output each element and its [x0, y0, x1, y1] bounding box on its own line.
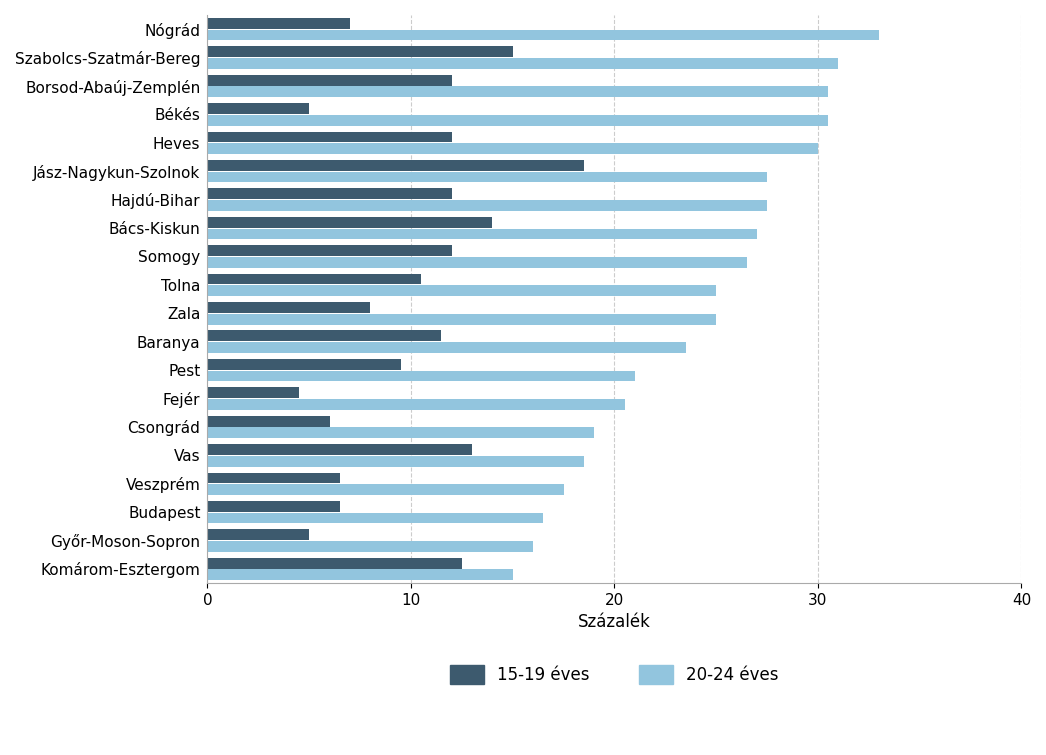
- Bar: [207, 160, 584, 171]
- Bar: [207, 58, 838, 69]
- Bar: [207, 416, 329, 427]
- Bar: [207, 273, 422, 285]
- Bar: [207, 285, 717, 296]
- Bar: [207, 473, 340, 483]
- Bar: [207, 200, 767, 211]
- X-axis label: Százalék: Százalék: [578, 614, 651, 631]
- Bar: [207, 529, 310, 540]
- Bar: [207, 18, 349, 29]
- Bar: [207, 189, 452, 199]
- Bar: [207, 314, 717, 325]
- Bar: [207, 171, 767, 183]
- Bar: [207, 371, 635, 381]
- Bar: [207, 541, 533, 552]
- Legend: 15-19 éves, 20-24 éves: 15-19 éves, 20-24 éves: [434, 649, 795, 701]
- Bar: [207, 399, 624, 410]
- Bar: [207, 143, 818, 154]
- Bar: [207, 387, 299, 398]
- Bar: [207, 46, 513, 57]
- Bar: [207, 513, 543, 523]
- Bar: [207, 302, 370, 313]
- Bar: [207, 229, 757, 239]
- Bar: [207, 427, 594, 438]
- Bar: [207, 245, 452, 256]
- Bar: [207, 456, 584, 467]
- Bar: [207, 115, 828, 125]
- Bar: [207, 217, 493, 228]
- Bar: [207, 29, 879, 41]
- Bar: [207, 342, 685, 353]
- Bar: [207, 484, 564, 495]
- Bar: [207, 569, 513, 580]
- Bar: [207, 103, 310, 114]
- Bar: [207, 257, 747, 268]
- Bar: [207, 75, 452, 85]
- Bar: [207, 87, 828, 97]
- Bar: [207, 444, 472, 455]
- Bar: [207, 501, 340, 512]
- Bar: [207, 359, 401, 370]
- Bar: [207, 131, 452, 143]
- Bar: [207, 331, 441, 341]
- Bar: [207, 558, 461, 569]
